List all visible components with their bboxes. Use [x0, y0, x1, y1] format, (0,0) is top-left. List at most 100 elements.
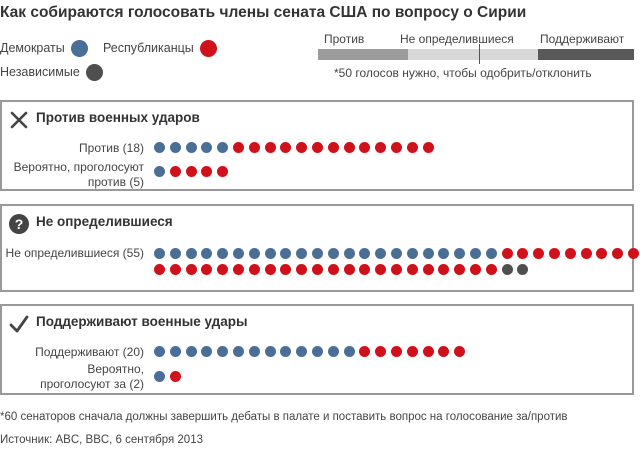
republican-senator-dot — [248, 142, 260, 153]
republican-senator-dot — [343, 264, 355, 275]
republican-senator-dot — [391, 142, 402, 153]
row-label-support: Поддерживают (20) — [35, 345, 144, 360]
republican-senator-dot — [154, 264, 165, 275]
row-label-likely-support: Вероятно, проголосуют за (2) — [40, 362, 144, 392]
democrat-senator-dot — [248, 346, 260, 357]
republican-senator-dot — [422, 264, 434, 275]
democrat-senator-dot — [280, 346, 292, 357]
republican-senator-dot — [217, 264, 229, 275]
scale-against-label: Против — [324, 32, 365, 46]
section-against: Против военных ударов Против (18) Вероят… — [0, 100, 634, 191]
democrat-senator-dot — [343, 248, 355, 259]
legend-republicans: Республиканцы — [103, 40, 217, 57]
republican-senator-dot — [612, 248, 624, 259]
svg-text:?: ? — [15, 216, 24, 232]
republican-senator-dot — [549, 248, 560, 259]
row-label-against: Против (18) — [79, 141, 144, 156]
legend-independents-label: Независимые — [0, 64, 80, 79]
source: Источник: ABC, BBC, 6 сентября 2013 — [0, 434, 203, 446]
republican-senator-dot — [454, 346, 466, 357]
republican-senator-dot — [533, 248, 545, 259]
row-label-likely-against: Вероятно, проголосуют против (5) — [14, 160, 144, 190]
democrat-dot-icon — [70, 40, 88, 57]
row-label-line: Вероятно, — [87, 362, 144, 376]
democrat-senator-dot — [312, 248, 323, 259]
republican-senator-dot — [454, 264, 466, 275]
democrat-senator-dot — [233, 248, 244, 259]
section-undecided: ? Не определившиеся Не определившиеся (5… — [0, 204, 639, 292]
democrat-senator-dot — [185, 346, 197, 357]
democrat-senator-dot — [485, 248, 497, 259]
democrat-senator-dot — [217, 346, 229, 357]
democrat-senator-dot — [327, 248, 339, 259]
republican-senator-dot — [580, 248, 592, 259]
republican-senator-dot — [422, 142, 434, 153]
republican-senator-dot — [517, 248, 529, 259]
republican-senator-dot — [312, 264, 323, 275]
republican-dot-icon — [199, 40, 217, 57]
row-label-line: Поддерживают (20) — [35, 345, 144, 359]
republican-senator-dot — [233, 142, 244, 153]
republican-senator-dot — [422, 346, 434, 357]
democrat-senator-dot — [185, 248, 197, 259]
scale-undecided-bar — [408, 49, 538, 60]
republican-senator-dot — [185, 166, 197, 177]
democrat-senator-dot — [154, 166, 165, 177]
scale-note: *50 голосов нужно, чтобы одобрить/отклон… — [334, 66, 592, 80]
democrat-senator-dot — [264, 346, 276, 357]
democrat-senator-dot — [264, 248, 276, 259]
democrat-senator-dot — [154, 346, 165, 357]
independent-senator-dot — [517, 264, 529, 275]
republican-senator-dot — [438, 346, 450, 357]
republican-senator-dot — [264, 142, 276, 153]
republican-senator-dot — [359, 346, 371, 357]
republican-senator-dot — [406, 264, 418, 275]
republican-senator-dot — [217, 166, 229, 177]
section-support: Поддерживают военные удары Поддерживают … — [0, 304, 634, 395]
democrat-senator-dot — [454, 248, 466, 259]
legend-independents: Независимые — [0, 64, 103, 81]
independent-senator-dot — [501, 264, 513, 275]
democrat-senator-dot — [217, 142, 229, 153]
democrat-senator-dot — [438, 248, 450, 259]
democrat-senator-dot — [375, 248, 387, 259]
republican-senator-dot — [596, 248, 608, 259]
row-label-line: проголосуют за (2) — [40, 377, 144, 391]
republican-senator-dot — [501, 248, 513, 259]
republican-senator-dot — [248, 264, 260, 275]
republican-senator-dot — [280, 264, 292, 275]
section-title: Против военных ударов — [36, 110, 200, 125]
democrat-senator-dot — [343, 346, 355, 357]
democrat-senator-dot — [391, 248, 402, 259]
scale-support-label: Поддерживают — [540, 32, 625, 46]
democrat-senator-dot — [248, 248, 260, 259]
republican-senator-dot — [169, 166, 181, 177]
republican-senator-dot — [375, 264, 387, 275]
legend-republicans-label: Республиканцы — [103, 40, 194, 55]
republican-senator-dot — [201, 166, 213, 177]
democrat-senator-dot — [470, 248, 481, 259]
question-icon: ? — [9, 214, 29, 234]
scale-support-bar — [538, 49, 634, 60]
republican-senator-dot — [280, 142, 292, 153]
row-label-undecided: Не определившиеся (55) — [6, 246, 144, 261]
republican-senator-dot — [406, 142, 418, 153]
row-label-line: Вероятно, проголосуют — [13, 160, 144, 174]
republican-senator-dot — [169, 371, 181, 382]
democrat-senator-dot — [185, 142, 197, 153]
row-label-line: против (5) — [87, 175, 144, 189]
republican-senator-dot — [169, 264, 181, 275]
democrat-senator-dot — [201, 142, 213, 153]
democrat-senator-dot — [217, 248, 229, 259]
row-label-line: Не определившиеся (55) — [5, 246, 144, 260]
section-title: Поддерживают военные удары — [36, 314, 248, 329]
republican-senator-dot — [628, 248, 639, 259]
democrat-senator-dot — [296, 346, 308, 357]
republican-senator-dot — [564, 248, 576, 259]
scale-threshold-marker — [479, 44, 480, 64]
row-label-line: Против (18) — [79, 141, 144, 155]
democrat-senator-dot — [359, 248, 371, 259]
democrat-senator-dot — [406, 248, 418, 259]
checkmark-icon — [9, 315, 29, 333]
democrat-senator-dot — [169, 248, 181, 259]
